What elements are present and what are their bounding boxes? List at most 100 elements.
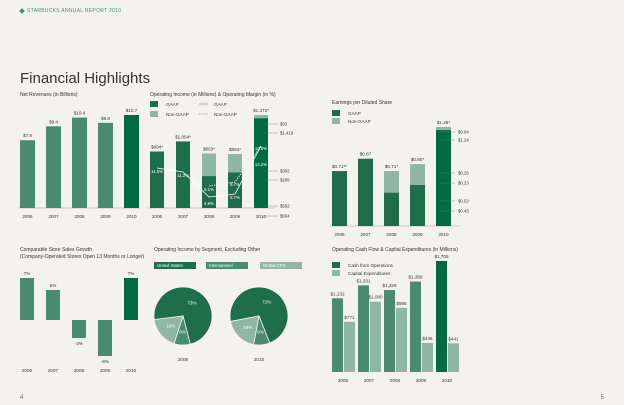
segment-pie-label: 9%: [257, 329, 264, 334]
cashflow-year-label: 2008: [390, 378, 401, 383]
operating-income-gaap-bar: [254, 118, 268, 208]
comp-store-value-label: -3%: [75, 341, 83, 346]
cashflow-cap-bar: [422, 342, 433, 372]
cashflow-ops-value-label: $1,705: [434, 254, 448, 259]
operating-income-value-label: $1,472*: [253, 108, 269, 113]
eps-legend-gaap-swatch: [332, 110, 340, 116]
operating-income-value-label: $1,054*: [175, 134, 191, 139]
operating-income-tick-label: $53: [280, 122, 288, 127]
cashflow-year-label: 2009: [416, 378, 427, 383]
comp-store-value-label: 5%: [50, 283, 57, 288]
cashflow-legend-ops-swatch: [332, 262, 340, 268]
eps-legend-nongaap-text: Non-GAAP: [348, 119, 371, 124]
segment-pie-slice: [153, 315, 184, 345]
operating-income-nongaap-margin-line: [208, 145, 262, 187]
operating-income-year-label: 2008: [204, 214, 215, 219]
eps-tick-label: $1.24: [458, 138, 469, 143]
eps-tick-label: $0.26: [458, 171, 469, 176]
operating-income-gaap-bar: [228, 172, 242, 208]
operating-income-gaap-margin-label: 5.7%: [230, 195, 240, 200]
operating-income-tick-label: $209: [280, 178, 290, 183]
eps-gaap-bar: [358, 158, 373, 226]
comp-store-value-label: 7%: [24, 271, 31, 276]
eps-tick-label: $0.23: [458, 181, 469, 186]
net-revenues-bar: [98, 122, 113, 208]
net-revenues-value-label: $9.8: [101, 116, 110, 121]
cashflow-ops-value-label: $1,132: [330, 291, 344, 296]
comp-store-year-label: 2010: [126, 368, 137, 373]
page-number-right: 5: [600, 395, 604, 401]
segment-pie-label: 72%: [262, 300, 271, 305]
operating-income-nongaap-margin-label: 13.8%: [255, 146, 267, 151]
segment-legend-text: Global CPG: [263, 263, 287, 268]
comp-store-year-label: 2007: [48, 368, 59, 373]
net-revenues-year-label: 2008: [74, 214, 85, 219]
segment-pie-label: 18%: [166, 324, 175, 329]
cashflow-ops-bar: [384, 290, 395, 372]
net-revenues-bar: [124, 115, 139, 208]
eps-value-label: $0.71*: [385, 164, 398, 169]
cashflow-ops-value-label: $1,389: [408, 275, 422, 280]
operating-income-title: Operating Income (in Millions) & Operati…: [150, 92, 276, 98]
operating-income-legend-nongaap-text: Non-GAAP: [166, 112, 189, 117]
net-revenues-value-label: $7.8: [23, 133, 32, 138]
cashflow-year-label: 2010: [442, 378, 453, 383]
segment-pie-label: 18%: [243, 325, 252, 330]
eps-gaap-bar: [332, 171, 347, 226]
comp-store-bar: [46, 290, 60, 320]
net-revenues-value-label: $10.4: [74, 111, 86, 116]
comp-store-title: Comparable Store Sales Growth: [20, 247, 92, 253]
eps-legend-gaap-text: GAAP: [348, 111, 361, 116]
operating-income-value-label: $854*: [229, 147, 241, 152]
segment-pie-label: 9%: [179, 329, 186, 334]
comp-store-bar: [98, 320, 112, 356]
operating-income-year-label: 2007: [178, 214, 189, 219]
operating-income-gaap-margin-label: 13.2%: [255, 162, 267, 167]
eps-legend-nongaap-swatch: [332, 118, 340, 124]
net-revenues-value-label: $9.4: [49, 119, 58, 124]
cashflow-ops-bar: [410, 281, 421, 372]
operating-income-gaap-bar: [150, 151, 164, 208]
eps-value-label: $0.80*: [411, 157, 424, 162]
net-revenues-bar: [20, 140, 35, 208]
operating-income-tick-label: $562: [280, 204, 290, 209]
operating-income-nongaap-margin-label: 8.7%: [230, 182, 240, 187]
operating-income-gaap-margin-label: 4.9%: [204, 201, 214, 206]
cashflow-cap-value-label: $771: [344, 315, 355, 320]
net-revenues-year-label: 2006: [22, 214, 33, 219]
eps-gaap-bar: [384, 192, 399, 226]
cashflow-year-label: 2007: [364, 378, 375, 383]
segment-pie-label: 73%: [187, 300, 196, 305]
page-number-left: 4: [20, 395, 24, 401]
operating-income-tick-label: $1,419: [280, 131, 294, 136]
cashflow-title: Operating Cash Flow & Capital Expenditur…: [332, 247, 458, 253]
operating-income-gaap-margin-label: 11.5%: [151, 169, 163, 174]
operating-income-gaap-bar: [176, 141, 190, 208]
operating-income-legend-nongaap-margin-text: Non-GAAP: [214, 112, 237, 117]
segment-legend-swatch: [154, 262, 196, 269]
operating-income-year-label: 2006: [152, 214, 163, 219]
cashflow-cap-value-label: $985: [396, 301, 407, 306]
segment-title: Operating Income by Segment, Excluding O…: [154, 247, 261, 253]
net-revenues-bar: [46, 126, 61, 208]
eps-tick-label: $0.04: [458, 130, 469, 135]
cashflow-cap-value-label: $1,080: [368, 295, 382, 300]
eps-value-label: $1.28*: [437, 120, 450, 125]
eps-value-label: $0.71**: [332, 164, 347, 169]
segment-legend-text: United States: [157, 263, 183, 268]
cashflow-cap-bar: [344, 321, 355, 372]
operating-income-legend-gaap-text: GAAP: [166, 102, 179, 107]
operating-income-tick-label: $504: [280, 214, 290, 219]
operating-income-legend-gaap-margin-text: GAAP: [214, 102, 227, 107]
cashflow-cap-bar: [448, 343, 459, 372]
segment-pie-year-label: 2006: [178, 357, 189, 362]
cashflow-ops-value-label: $1,259: [382, 283, 396, 288]
header-text: STARBUCKS ANNUAL REPORT 2010: [27, 8, 122, 14]
operating-income-gaap-margin-line: [156, 145, 262, 198]
eps-year-label: 2007: [360, 232, 371, 237]
segment-legend-swatch: [260, 262, 302, 269]
net-revenues-title: Net Revenues (in Billions): [20, 92, 78, 98]
operating-income-nongaap-margin-label: 8.1%: [204, 187, 214, 192]
cashflow-cap-value-label: $441: [448, 336, 459, 341]
